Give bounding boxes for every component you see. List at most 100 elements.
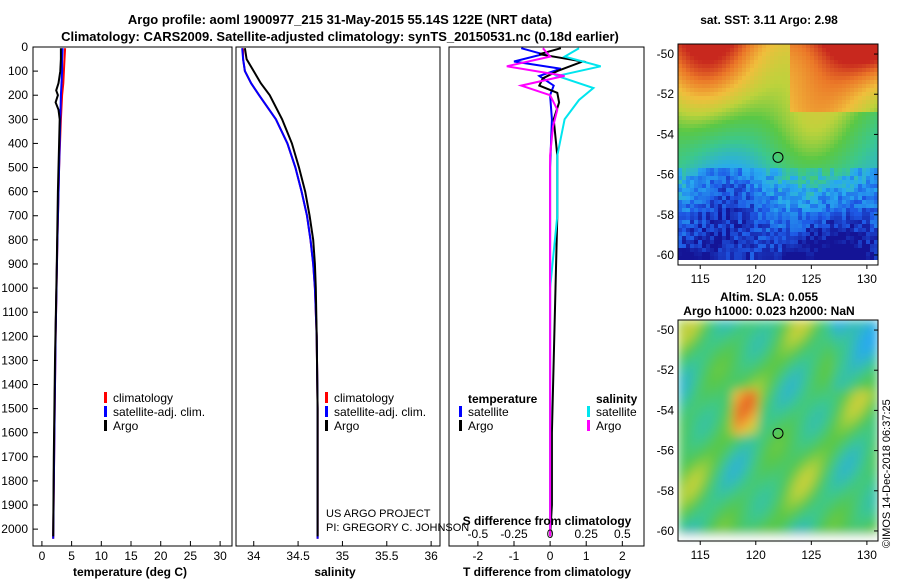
- t-difference-xlabel: T difference from climatology: [463, 565, 631, 579]
- heatmap-cell: [708, 495, 714, 501]
- heatmap-cell: [874, 64, 879, 69]
- heatmap-cell: [750, 92, 755, 97]
- heatmap-cell: [806, 180, 811, 185]
- heatmap-cell: [793, 510, 799, 516]
- heatmap-cell: [733, 350, 739, 356]
- heatmap-cell: [713, 445, 719, 451]
- heatmap-cell: [786, 140, 791, 145]
- heatmap-cell: [770, 52, 775, 57]
- heatmap-cell: [723, 450, 729, 456]
- heatmap-cell: [738, 184, 743, 189]
- heatmap-cell: [813, 460, 819, 466]
- heatmap-cell: [738, 515, 744, 521]
- heatmap-cell: [753, 495, 759, 501]
- heatmap-cell: [794, 128, 799, 133]
- heatmap-cell: [868, 410, 874, 416]
- heatmap-cell: [803, 410, 809, 416]
- depth-tick-label: 1200: [1, 329, 28, 343]
- heatmap-cell: [762, 224, 767, 229]
- heatmap-cell: [753, 435, 759, 441]
- heatmap-cell: [714, 160, 719, 165]
- heatmap-cell: [722, 184, 727, 189]
- heatmap-cell: [693, 435, 699, 441]
- heatmap-cell: [870, 196, 875, 201]
- heatmap-cell: [758, 208, 763, 213]
- heatmap-cell: [786, 252, 791, 257]
- heatmap-cell: [818, 196, 823, 201]
- heatmap-cell: [730, 172, 735, 177]
- heatmap-cell: [863, 480, 869, 486]
- heatmap-cell: [783, 500, 789, 506]
- heatmap-cell: [694, 128, 699, 133]
- heatmap-cell: [748, 380, 754, 386]
- heatmap-cell: [813, 410, 819, 416]
- heatmap-cell: [713, 385, 719, 391]
- heatmap-cell: [730, 220, 735, 225]
- heatmap-cell: [863, 365, 869, 371]
- heatmap-cell: [848, 495, 854, 501]
- heatmap-cell: [688, 470, 694, 476]
- heatmap-cell: [718, 485, 724, 491]
- heatmap-cell: [703, 405, 709, 411]
- heatmap-cell: [828, 535, 834, 541]
- heatmap-cell: [813, 345, 819, 351]
- heatmap-cell: [763, 540, 769, 546]
- depth-tick-label: 1900: [1, 498, 28, 512]
- heatmap-cell: [826, 108, 831, 113]
- heatmap-cell: [828, 350, 834, 356]
- heatmap-cell: [678, 480, 684, 486]
- heatmap-cell: [698, 425, 704, 431]
- heatmap-cell: [710, 256, 715, 261]
- heatmap-cell: [846, 248, 851, 253]
- argo-line: [52, 48, 62, 537]
- heatmap-cell: [682, 232, 687, 237]
- heatmap-cell: [850, 208, 855, 213]
- heatmap-cell: [782, 148, 787, 153]
- heatmap-cell: [802, 148, 807, 153]
- heatmap-cell: [702, 52, 707, 57]
- heatmap-cell: [782, 76, 787, 81]
- heatmap-cell: [773, 410, 779, 416]
- heatmap-cell: [693, 405, 699, 411]
- heatmap-cell: [862, 72, 867, 77]
- heatmap-cell: [830, 64, 835, 69]
- heatmap-cell: [838, 60, 843, 65]
- heatmap-cell: [746, 220, 751, 225]
- heatmap-cell: [853, 355, 859, 361]
- heatmap-cell: [818, 445, 824, 451]
- heatmap-cell: [863, 525, 869, 531]
- heatmap-cell: [850, 144, 855, 149]
- heatmap-cell: [874, 112, 879, 117]
- heatmap-cell: [753, 380, 759, 386]
- heatmap-cell: [758, 52, 763, 57]
- heatmap-cell: [778, 88, 783, 93]
- depth-tick-label: 2000: [1, 522, 28, 536]
- heatmap-cell: [823, 500, 829, 506]
- heatmap-cell: [686, 76, 691, 81]
- heatmap-cell: [750, 76, 755, 81]
- heatmap-cell: [686, 232, 691, 237]
- heatmap-cell: [748, 365, 754, 371]
- heatmap-cell: [733, 400, 739, 406]
- heatmap-cell: [718, 188, 723, 193]
- heatmap-cell: [822, 168, 827, 173]
- heatmap-cell: [843, 470, 849, 476]
- heatmap-cell: [874, 252, 879, 257]
- heatmap-cell: [782, 152, 787, 157]
- heatmap-cell: [726, 116, 731, 121]
- heatmap-cell: [758, 475, 764, 481]
- heatmap-cell: [694, 216, 699, 221]
- heatmap-cell: [753, 475, 759, 481]
- heatmap-cell: [838, 164, 843, 169]
- heatmap-cell: [703, 390, 709, 396]
- heatmap-cell: [814, 188, 819, 193]
- heatmap-cell: [763, 450, 769, 456]
- heatmap-cell: [702, 108, 707, 113]
- heatmap-cell: [786, 172, 791, 177]
- heatmap-cell: [830, 240, 835, 245]
- heatmap-cell: [703, 515, 709, 521]
- heatmap-cell: [850, 252, 855, 257]
- heatmap-cell: [702, 264, 707, 269]
- heatmap-cell: [850, 120, 855, 125]
- heatmap-cell: [822, 100, 827, 105]
